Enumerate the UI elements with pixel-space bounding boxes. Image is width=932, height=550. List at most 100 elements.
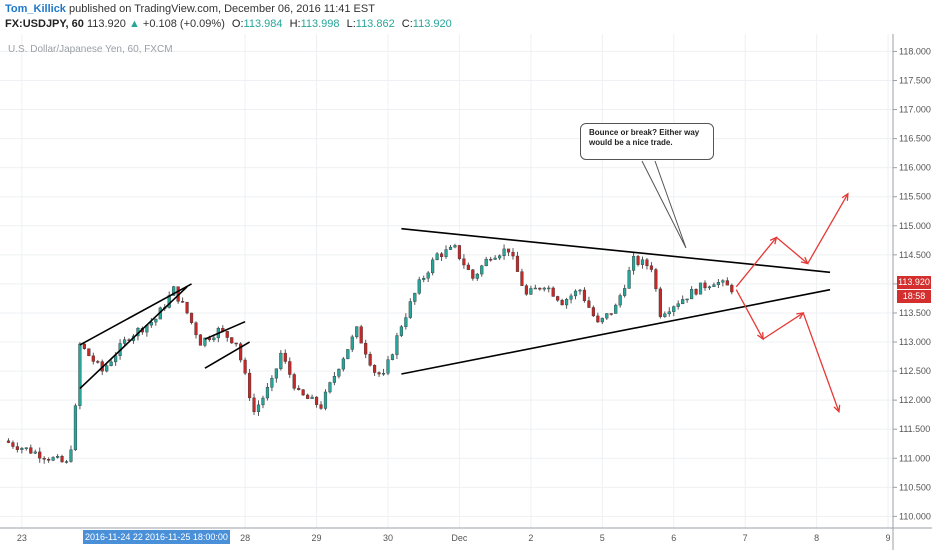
- last-price-badge: 113.920: [897, 276, 931, 289]
- symbol-line: FX:USDJPY, 60 113.920 ▲ +0.108 (+0.09%) …: [5, 18, 452, 30]
- candle: [109, 361, 113, 366]
- time-tick-label: 2: [528, 533, 533, 543]
- close-value: 113.920: [412, 18, 452, 30]
- candle: [185, 301, 189, 314]
- price-tick-label: 116.500: [899, 134, 931, 144]
- open-label: O:: [231, 18, 244, 30]
- price-tick-label: 113.000: [899, 337, 931, 347]
- candle: [560, 300, 564, 306]
- callout-note[interactable]: Bounce or break? Either way would be a n…: [580, 123, 714, 160]
- trendline: [401, 288, 831, 375]
- candle: [417, 279, 421, 294]
- candle: [181, 301, 185, 303]
- candle: [337, 368, 341, 377]
- price-axis: 118.000 117.500 117.000 116.500 116.000 115.5…: [892, 34, 931, 550]
- candle: [431, 259, 435, 274]
- candle: [265, 387, 270, 399]
- high-value: 113.998: [300, 18, 340, 30]
- candle: [96, 361, 100, 363]
- candle: [439, 253, 444, 257]
- candle: [498, 255, 502, 259]
- price-tick-label: 117.500: [899, 75, 931, 85]
- candle: [596, 315, 600, 323]
- candle: [390, 354, 395, 360]
- candle: [154, 318, 158, 323]
- candle: [569, 295, 573, 300]
- author-link[interactable]: Tom_Killick: [5, 3, 66, 15]
- price-tick-label: 115.500: [899, 192, 931, 202]
- countdown-badge: 18:58: [897, 290, 931, 303]
- price-tick-label: 110.500: [899, 482, 931, 492]
- time-tick-label: 7: [743, 533, 748, 543]
- price-tick-label: 112.500: [899, 366, 931, 376]
- trendline: [204, 320, 246, 340]
- candle: [591, 307, 595, 317]
- price-tick-label: 112.000: [899, 395, 931, 405]
- up-triangle-icon: ▲: [128, 18, 140, 30]
- candle: [355, 326, 359, 338]
- candle: [20, 448, 24, 450]
- candle: [551, 287, 555, 297]
- candle: [377, 372, 381, 375]
- candle: [386, 359, 390, 374]
- candle: [60, 456, 64, 463]
- candle: [640, 259, 645, 265]
- candle: [261, 397, 265, 406]
- time-tick-label: 8: [814, 533, 819, 543]
- candle: [435, 253, 439, 261]
- candle: [346, 349, 350, 360]
- candle: [466, 264, 470, 270]
- candle: [520, 271, 524, 286]
- candle: [627, 270, 631, 289]
- candle: [636, 256, 640, 265]
- time-tick-label: 23: [17, 533, 27, 543]
- trendline-layer: [79, 160, 831, 390]
- candle: [493, 257, 497, 260]
- candle: [198, 334, 203, 346]
- price-tick-label: 115.000: [899, 221, 931, 231]
- highlighted-date-start: 2016-11-24 22:0: [83, 530, 153, 544]
- symbol-label[interactable]: FX:USDJPY, 60: [5, 18, 84, 30]
- arrowhead-icon: [800, 256, 809, 265]
- candle: [663, 313, 667, 317]
- candle: [301, 389, 305, 396]
- candle: [73, 405, 78, 451]
- callout-text: Bounce or break? Either way would be a n…: [589, 128, 700, 147]
- projection-arrows: [735, 192, 849, 414]
- candle: [323, 391, 328, 409]
- high-label: H:: [289, 18, 301, 30]
- price-tick-label: 114.500: [899, 250, 931, 260]
- candle: [297, 388, 301, 390]
- callout-pointer: [641, 160, 687, 249]
- published-text: published on TradingView.com, December 0…: [69, 3, 375, 15]
- candle: [457, 245, 462, 259]
- candle: [364, 342, 368, 355]
- candle: [189, 312, 194, 323]
- price-tick-label: 111.500: [899, 424, 930, 434]
- candle: [730, 284, 734, 293]
- close-label: C:: [401, 18, 413, 30]
- candle: [448, 246, 453, 250]
- open-value: 113.984: [243, 18, 283, 30]
- candle: [694, 288, 698, 295]
- arrowhead-icon: [833, 404, 841, 414]
- candle: [721, 280, 725, 283]
- candle: [600, 317, 604, 323]
- candle: [51, 457, 55, 461]
- last-price: 113.920: [86, 18, 126, 30]
- price-tick-label: 116.000: [899, 163, 931, 173]
- candle: [565, 299, 569, 306]
- price-tick-label: 117.000: [899, 105, 931, 115]
- candle: [395, 335, 399, 355]
- candle: [203, 337, 207, 346]
- candle: [381, 373, 386, 375]
- candle: [444, 249, 448, 257]
- candle: [234, 342, 238, 345]
- candle: [556, 296, 560, 301]
- trendline: [401, 227, 831, 274]
- candle: [225, 331, 229, 338]
- candle: [114, 355, 118, 363]
- candle: [78, 343, 82, 406]
- candle: [618, 295, 622, 306]
